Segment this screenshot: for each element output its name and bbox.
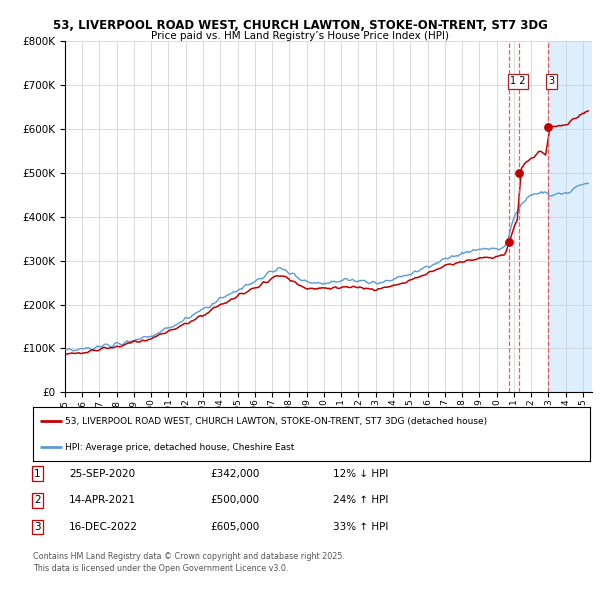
Text: Contains HM Land Registry data © Crown copyright and database right 2025.
This d: Contains HM Land Registry data © Crown c… [33, 552, 345, 573]
Text: 1: 1 [34, 469, 41, 478]
Text: 53, LIVERPOOL ROAD WEST, CHURCH LAWTON, STOKE-ON-TRENT, ST7 3DG: 53, LIVERPOOL ROAD WEST, CHURCH LAWTON, … [53, 19, 547, 32]
Point [514, 168, 524, 178]
Text: HPI: Average price, detached house, Cheshire East: HPI: Average price, detached house, Ches… [65, 442, 295, 452]
Text: 24% ↑ HPI: 24% ↑ HPI [333, 496, 388, 505]
Bar [548, 41, 592, 392]
Text: 33% ↑ HPI: 33% ↑ HPI [333, 522, 388, 532]
Text: Price paid vs. HM Land Registry’s House Price Index (HPI): Price paid vs. HM Land Registry’s House … [151, 31, 449, 41]
Text: 12% ↓ HPI: 12% ↓ HPI [333, 469, 388, 478]
Text: 2: 2 [34, 496, 41, 505]
Text: 16-DEC-2022: 16-DEC-2022 [69, 522, 138, 532]
Point [543, 122, 553, 132]
Text: 14-APR-2021: 14-APR-2021 [69, 496, 136, 505]
Text: 1 2: 1 2 [510, 76, 526, 86]
Text: £605,000: £605,000 [210, 522, 259, 532]
Text: 3: 3 [34, 522, 41, 532]
Text: 53, LIVERPOOL ROAD WEST, CHURCH LAWTON, STOKE-ON-TRENT, ST7 3DG (detached house): 53, LIVERPOOL ROAD WEST, CHURCH LAWTON, … [65, 417, 487, 426]
Text: 25-SEP-2020: 25-SEP-2020 [69, 469, 135, 478]
Text: £342,000: £342,000 [210, 469, 259, 478]
Point [505, 238, 514, 247]
Text: £500,000: £500,000 [210, 496, 259, 505]
Text: 3: 3 [548, 76, 554, 86]
